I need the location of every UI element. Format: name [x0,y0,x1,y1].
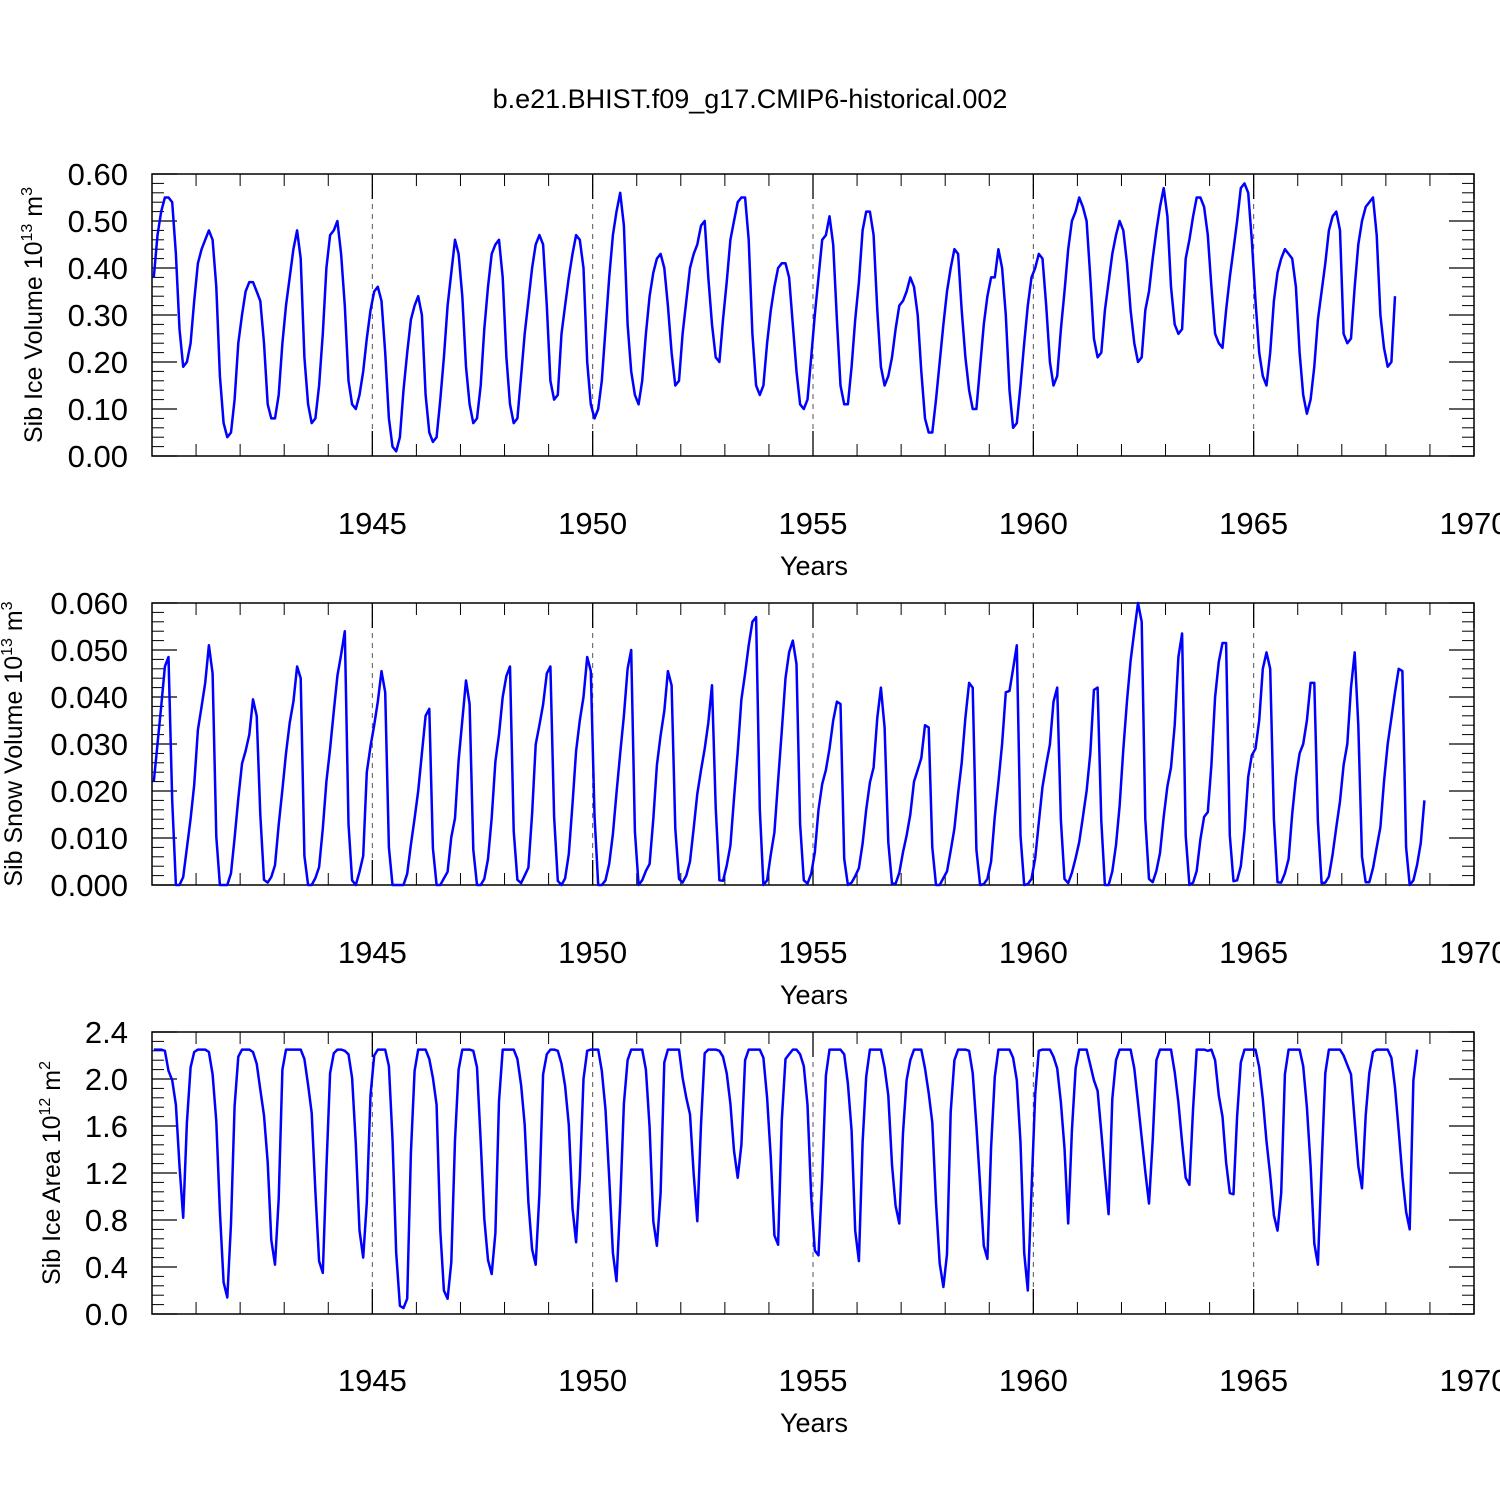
snow-volume-x-tick-label: 1970 [1440,935,1500,970]
ice-area-y-axis-label-part: m [38,1070,66,1098]
snow-volume-series-line [152,601,1426,887]
ice-area-y-tick-label: 1.2 [85,1156,128,1191]
ice-volume-y-axis-label: Sib Ice Volume 1013 m3 [19,187,48,443]
ice-area-panel: 0.0 0.4 0.8 1.2 1.6 2.0 2.4 1945 1950 1955 1960 196… [37,1015,1500,1438]
ice-volume-y-axis-label-part: Sib Ice Volume 10 [20,241,48,443]
ice-volume-y-tick-label: 0.10 [68,392,128,427]
ice-volume-y-axis-label-part: 3 [19,187,36,196]
ice-area-y-tick-label: 1.6 [85,1109,128,1144]
snow-volume-y-axis-label-part: m [0,610,28,638]
snow-volume-y-tick-label: 0.000 [50,868,128,903]
ice-volume-x-tick-label: 1945 [338,506,407,541]
ice-volume-y-tick-label: 0.00 [68,439,128,474]
snow-volume-x-tick-label: 1955 [779,935,848,970]
figure-title: b.e21.BHIST.f09_g17.CMIP6-historical.002 [492,84,1008,114]
ice-area-x-tick-label: 1970 [1440,1363,1500,1398]
ice-volume-y-tick-label: 0.60 [68,157,128,192]
ice-area-x-tick-label: 1955 [779,1363,848,1398]
ice-volume-series-line [152,182,1397,453]
snow-volume-y-axis-label-part: 3 [0,601,16,610]
snow-volume-y-tick-label: 0.030 [50,727,128,762]
ice-volume-x-tick-label: 1955 [779,506,848,541]
ice-volume-x-tick-label: 1965 [1219,506,1288,541]
snow-volume-y-tick-label: 0.040 [50,680,128,715]
ice-area-y-axis-label-part: Sib Ice Area 10 [38,1115,66,1285]
ice-area-y-axis-label-part: 2 [37,1061,54,1070]
ice-area-y-tick-label: 0.8 [85,1203,128,1238]
snow-volume-x-tick-label: 1945 [338,935,407,970]
snow-volume-y-tick-label: 0.050 [50,633,128,668]
snow-volume-x-tick-label: 1960 [999,935,1068,970]
ice-area-x-tick-label: 1965 [1219,1363,1288,1398]
ice-area-x-tick-label: 1945 [338,1363,407,1398]
ice-volume-x-tick-label: 1960 [999,506,1068,541]
ice-area-frame [151,1031,1475,1315]
snow-volume-x-axis-label: Years [780,980,848,1010]
ice-volume-x-tick-label: 1950 [558,506,627,541]
ice-area-y-tick-label: 0.4 [85,1250,128,1285]
ice-volume-y-tick-label: 0.20 [68,345,128,380]
snow-volume-y-tick-label: 0.060 [50,586,128,621]
ice-area-y-tick-label: 2.4 [85,1015,128,1050]
ice-area-x-axis-label: Years [780,1408,848,1438]
ice-volume-y-tick-label: 0.30 [68,298,128,333]
ice-area-x-tick-label: 1960 [999,1363,1068,1398]
snow-volume-y-axis-label: Sib Snow Volume 1013 m3 [0,601,28,886]
ice-area-y-tick-label: 0.0 [85,1297,128,1332]
ice-volume-y-axis-label-part: m [20,196,48,224]
snow-volume-y-axis-label-part: Sib Snow Volume 10 [0,656,28,887]
ice-volume-x-tick-label: 1970 [1440,506,1500,541]
snow-volume-frame [151,602,1475,886]
ice-volume-x-axis-label: Years [780,551,848,581]
ice-volume-frame [151,173,1475,457]
ice-volume-y-tick-label: 0.40 [68,251,128,286]
ice-area-x-tick-label: 1950 [558,1363,627,1398]
snow-volume-y-tick-label: 0.010 [50,821,128,856]
ice-area-y-axis-label-part: 12 [37,1098,54,1116]
snow-volume-x-tick-label: 1965 [1219,935,1288,970]
snow-volume-y-axis-label-part: 13 [0,638,16,656]
snow-volume-x-tick-label: 1950 [558,935,627,970]
ice-volume-y-axis-label-part: 13 [19,224,36,242]
ice-area-y-axis-label: Sib Ice Area 1012 m2 [37,1061,66,1285]
snow-volume-panel: 0.000 0.010 0.020 0.030 0.040 0.050 0.060 1945 1… [0,586,1500,1010]
ice-volume-y-tick-label: 0.50 [68,204,128,239]
ice-area-y-tick-label: 2.0 [85,1062,128,1097]
ice-volume-panel: 0.00 0.10 0.20 0.30 0.40 0.50 0.60 1945 1950 1955… [19,157,1500,581]
snow-volume-y-tick-label: 0.020 [50,774,128,809]
ice-area-series-line [153,1048,1419,1310]
